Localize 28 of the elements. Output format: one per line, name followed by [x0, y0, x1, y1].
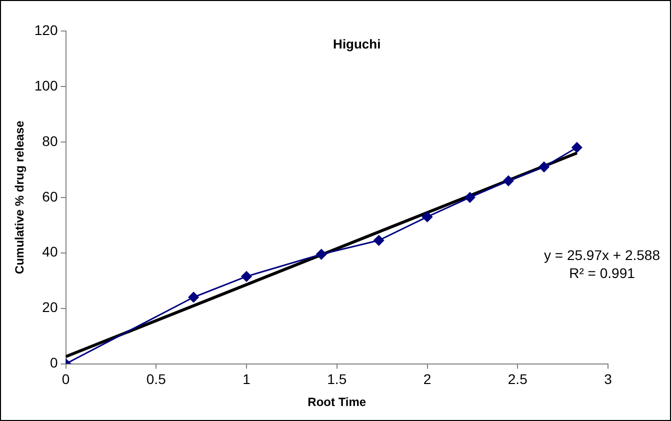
y-tick-label: 20 — [42, 299, 58, 316]
y-tick-label: 120 — [34, 22, 58, 38]
point — [503, 176, 514, 186]
point — [538, 162, 550, 172]
y-tick-label: 100 — [34, 77, 58, 94]
x-tick-label: 2 — [423, 371, 432, 388]
x-tick-label: 0 — [62, 371, 70, 388]
point — [241, 271, 252, 282]
text: Higuchi — [333, 36, 381, 52]
x-tick-label: 1 — [242, 371, 251, 388]
point — [464, 192, 476, 203]
x-tick-label: 2.5 — [508, 371, 528, 388]
point — [422, 212, 433, 222]
x-axis-title: Root Time — [308, 395, 366, 410]
point — [188, 292, 199, 302]
y-tick-label: 0 — [50, 354, 58, 371]
x-tick-label: 3 — [604, 371, 612, 388]
annotation: R² = 0.991 — [569, 264, 636, 281]
y-tick-label: 40 — [42, 244, 58, 260]
point — [316, 249, 327, 260]
point — [572, 142, 582, 153]
x-tick-label: 0.5 — [146, 371, 166, 388]
y-tick-label: 80 — [42, 132, 58, 149]
x-tick-label: 1.5 — [327, 371, 347, 388]
y-axis-title: Cumulative % drug release — [12, 120, 27, 274]
y-tick-label: 60 — [42, 188, 58, 204]
annotation: y = 25.97x + 2.588 — [544, 246, 660, 263]
point — [374, 235, 384, 246]
